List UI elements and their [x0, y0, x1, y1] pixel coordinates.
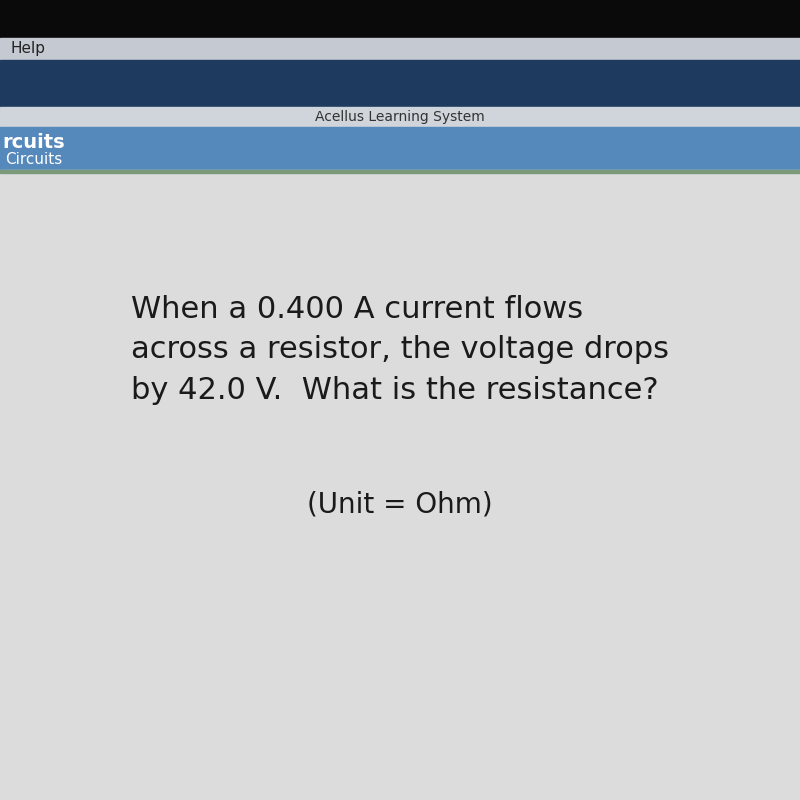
Text: Circuits: Circuits	[5, 151, 62, 166]
Bar	[0, 127, 800, 170]
Text: Acellus Learning System: Acellus Learning System	[315, 110, 485, 124]
Bar	[0, 170, 800, 173]
Bar	[0, 170, 800, 800]
Text: When a 0.400 A current flows
across a resistor, the voltage drops
by 42.0 V.  Wh: When a 0.400 A current flows across a re…	[131, 295, 669, 405]
Bar	[0, 60, 800, 107]
Text: (Unit = Ohm): (Unit = Ohm)	[307, 491, 493, 519]
Text: Help: Help	[10, 42, 45, 57]
Bar	[0, 0, 800, 38]
Bar	[0, 38, 800, 60]
Bar	[0, 107, 800, 127]
Text: rcuits: rcuits	[2, 134, 65, 153]
